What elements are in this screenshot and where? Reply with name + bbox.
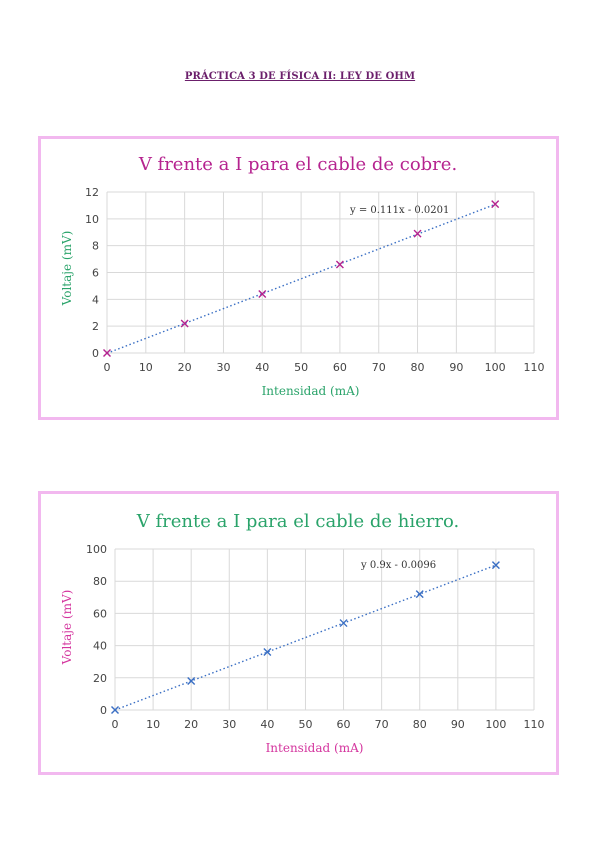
data-point — [103, 349, 111, 357]
x-tick-label: 0 — [112, 718, 119, 731]
data-point — [415, 590, 424, 599]
x-tick-label: 100 — [485, 718, 506, 731]
iron-chart-frame: V frente a I para el cable de hierro. 0 10… — [38, 491, 559, 775]
y-tick-label: 12 — [85, 186, 99, 199]
data-point-stroke — [335, 260, 344, 269]
x-tick-label: 100 — [485, 361, 506, 374]
x-tick-label: 10 — [146, 718, 160, 731]
y-tick-label: 80 — [93, 575, 107, 588]
x-tick-label: 30 — [216, 361, 230, 374]
data-point-stroke — [187, 677, 196, 686]
x-tick-label: 110 — [524, 718, 545, 731]
x-tick-label: 90 — [451, 718, 465, 731]
data-point — [335, 260, 344, 269]
data-point — [491, 200, 500, 209]
y-tick-label: 60 — [93, 607, 107, 620]
x-tick-label: 60 — [333, 361, 347, 374]
data-point — [491, 561, 500, 570]
y-tick-label: 0 — [100, 704, 107, 717]
y-tick-label: 6 — [92, 267, 99, 280]
data-point-stroke — [263, 648, 272, 657]
data-point-stroke — [111, 706, 119, 714]
iron-chart: V frente a I para el cable de hierro. 0 10… — [60, 511, 545, 755]
copper-chart: V frente a I para el cable de cobre. 0 10 2… — [60, 154, 545, 398]
y-tick-label: 20 — [93, 672, 107, 685]
x-tick-label: 20 — [178, 361, 192, 374]
x-tick-label: 80 — [411, 361, 425, 374]
trendline-equation: y 0.9x - 0.0096 — [360, 560, 436, 571]
x-tick-label: 40 — [260, 718, 274, 731]
y-tick-label: 8 — [92, 240, 99, 253]
data-point-stroke — [491, 561, 500, 570]
data-point-stroke — [415, 590, 424, 599]
data-point-stroke — [180, 319, 189, 328]
y-tick-label: 40 — [93, 640, 107, 653]
x-tick-label: 70 — [375, 718, 389, 731]
x-axis-label: Intensidad (mA) — [266, 741, 364, 755]
y-tick-label: 2 — [92, 320, 99, 333]
x-tick-label: 20 — [184, 718, 198, 731]
x-tick-label: 60 — [337, 718, 351, 731]
copper-chart-frame: V frente a I para el cable de cobre. 0 10 2… — [38, 136, 559, 420]
data-point-stroke — [491, 200, 500, 209]
data-point-stroke — [339, 619, 348, 628]
x-tick-label: 70 — [372, 361, 386, 374]
y-axis-label: Voltaje (mV) — [60, 231, 74, 307]
y-tick-label: 100 — [86, 543, 107, 556]
data-point-stroke — [258, 289, 267, 298]
data-point-stroke — [103, 349, 111, 357]
x-tick-label: 80 — [413, 718, 427, 731]
x-tick-label: 50 — [298, 718, 312, 731]
trendline-equation: y = 0.111x - 0.0201 — [349, 205, 449, 216]
y-tick-label: 0 — [92, 347, 99, 360]
data-point — [258, 289, 267, 298]
y-axis-label: Voltaje (mV) — [60, 590, 74, 666]
x-axis-label: Intensidad (mA) — [262, 384, 360, 398]
x-tick-label: 30 — [222, 718, 236, 731]
x-tick-label: 90 — [449, 361, 463, 374]
trendline — [106, 203, 496, 354]
page-title: PRÁCTICA 3 DE FÍSICA II: LEY DE OHM — [184, 71, 416, 82]
data-point — [339, 619, 348, 628]
data-point — [263, 648, 272, 657]
data-point — [413, 229, 422, 238]
x-tick-label: 10 — [139, 361, 153, 374]
x-tick-label: 0 — [104, 361, 111, 374]
chart-title: V frente a I para el cable de cobre. — [138, 154, 457, 175]
x-tick-label: 50 — [294, 361, 308, 374]
x-tick-label: 110 — [524, 361, 545, 374]
x-tick-label: 40 — [255, 361, 269, 374]
chart-title: V frente a I para el cable de hierro. — [136, 511, 459, 532]
data-point — [111, 706, 119, 714]
y-tick-label: 10 — [85, 213, 99, 226]
data-point-stroke — [413, 229, 422, 238]
y-tick-label: 4 — [92, 293, 99, 306]
data-point — [180, 319, 189, 328]
data-point — [187, 677, 196, 686]
